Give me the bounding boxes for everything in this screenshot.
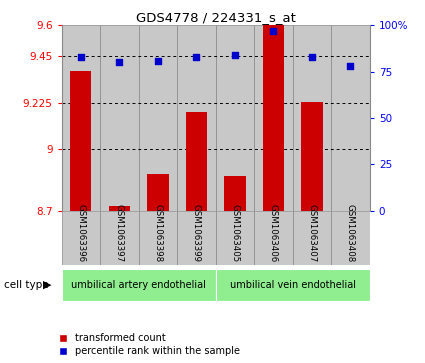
Bar (139, 25, 177, 211)
Text: GSM1063405: GSM1063405 (230, 204, 239, 262)
Legend: transformed count, percentile rank within the sample: transformed count, percentile rank withi… (56, 331, 242, 358)
Bar (62, 25, 100, 211)
Text: ▶: ▶ (42, 280, 51, 290)
Bar (331, 25, 370, 211)
Bar (331, 211, 370, 265)
Point (347, 63, 354, 69)
Text: GSM1063408: GSM1063408 (346, 204, 355, 262)
Point (309, 54, 315, 60)
Bar (293, 25, 331, 211)
Bar (100, 25, 139, 211)
Title: GDS4778 / 224331_s_at: GDS4778 / 224331_s_at (136, 11, 296, 24)
Point (155, 58, 162, 64)
Bar (109, 207, 130, 211)
Bar (147, 174, 168, 211)
Text: GSM1063398: GSM1063398 (153, 204, 162, 262)
Bar (186, 112, 207, 211)
Bar (293, 211, 331, 265)
Bar (62, 269, 215, 301)
Text: umbilical artery endothelial: umbilical artery endothelial (71, 280, 206, 290)
Bar (177, 211, 215, 265)
Bar (70, 71, 91, 211)
Bar (62, 211, 100, 265)
Text: GSM1063406: GSM1063406 (269, 204, 278, 262)
Point (232, 52, 238, 58)
Bar (263, 25, 284, 211)
Bar (139, 211, 177, 265)
Bar (215, 269, 370, 301)
Point (77, 54, 84, 60)
Text: GSM1063396: GSM1063396 (76, 204, 85, 262)
Point (270, 28, 277, 34)
Bar (254, 211, 293, 265)
Text: GSM1063399: GSM1063399 (192, 204, 201, 262)
Point (116, 60, 123, 65)
Bar (301, 102, 323, 211)
Bar (215, 25, 254, 211)
Bar (224, 176, 246, 211)
Bar (177, 25, 215, 211)
Bar (215, 211, 254, 265)
Bar (100, 211, 139, 265)
Point (193, 54, 200, 60)
Text: GSM1063397: GSM1063397 (115, 204, 124, 262)
Text: umbilical vein endothelial: umbilical vein endothelial (230, 280, 356, 290)
Text: GSM1063407: GSM1063407 (307, 204, 317, 262)
Bar (254, 25, 293, 211)
Text: cell type: cell type (4, 280, 49, 290)
